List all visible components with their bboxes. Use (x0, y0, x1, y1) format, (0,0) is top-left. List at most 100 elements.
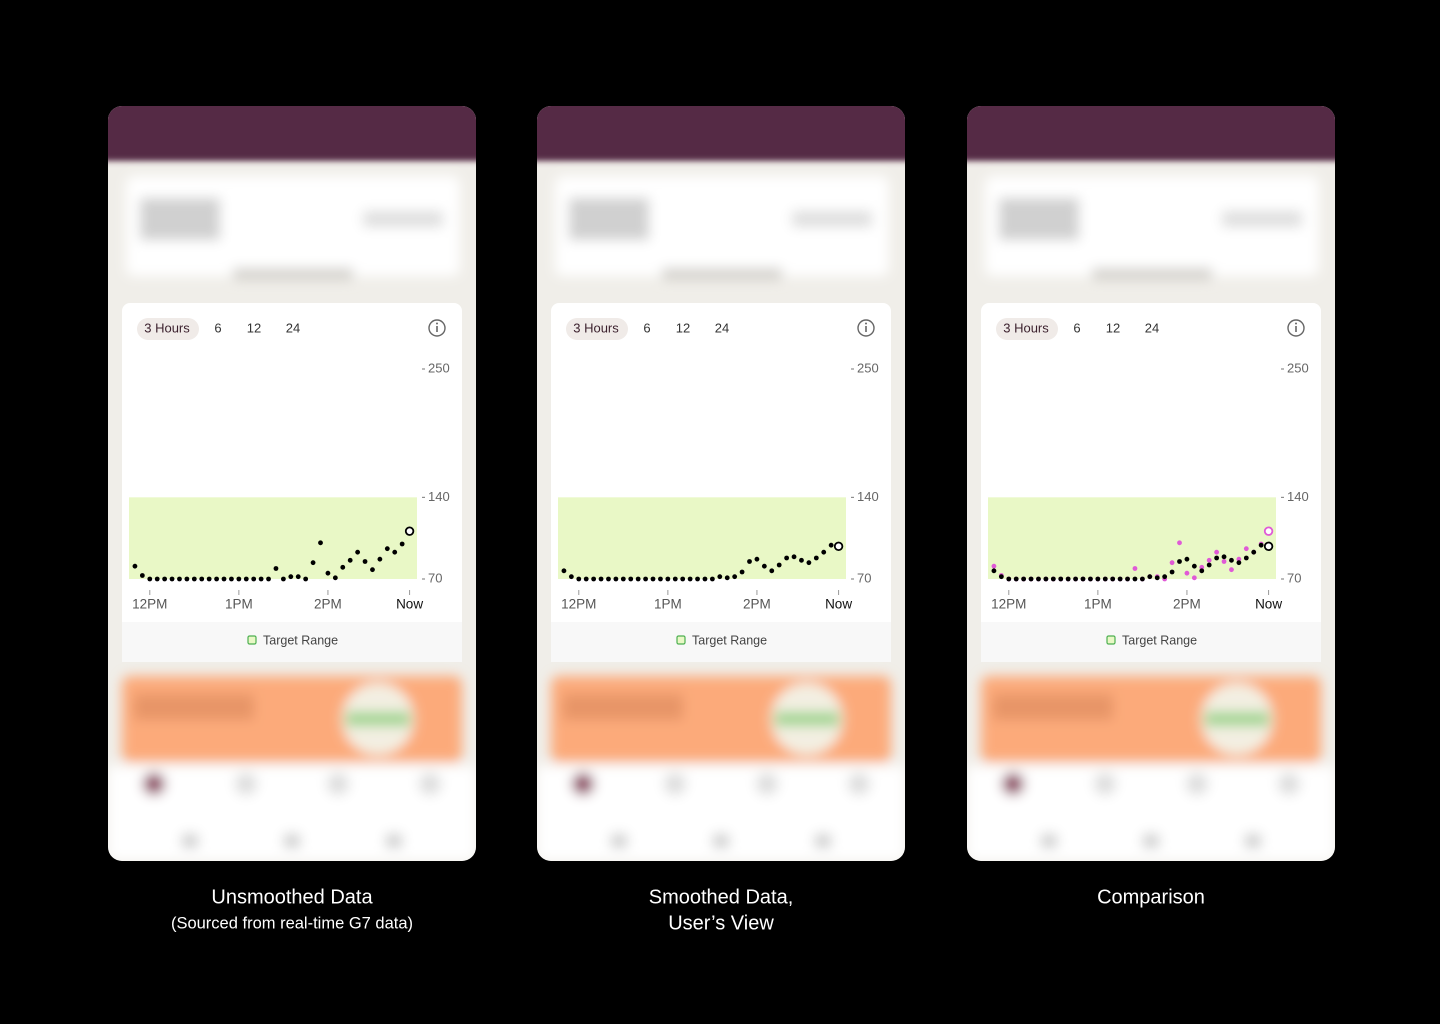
data-point (991, 568, 997, 574)
data-point (147, 576, 153, 582)
data-point (754, 556, 760, 562)
data-point (162, 576, 168, 582)
range-option[interactable]: 24 (1145, 320, 1159, 335)
data-point (1177, 540, 1182, 546)
system-button (284, 834, 300, 848)
phone: 3 Hours 6 12 24 70 140 250 12PM 1PM 2PM Now Target … (108, 106, 476, 932)
nav-icon (664, 773, 686, 795)
y-tick-label: 140 (857, 489, 879, 504)
data-point (1028, 576, 1034, 582)
data-point (1050, 576, 1056, 582)
data-point (325, 570, 331, 576)
range-option[interactable]: 6 (1073, 320, 1080, 335)
data-point (1214, 549, 1220, 555)
x-tick-label: Now (825, 597, 852, 612)
data-point (310, 560, 316, 566)
data-point (214, 576, 219, 582)
x-tick-label: 1PM (654, 597, 682, 612)
x-tick-label: 2PM (314, 597, 342, 612)
reading-value (569, 198, 649, 240)
data-point (139, 573, 145, 578)
data-point (1058, 576, 1064, 582)
range-option[interactable]: 6 (643, 320, 650, 335)
data-point (236, 576, 242, 582)
legend-swatch (247, 635, 257, 645)
range-option[interactable]: 12 (1106, 320, 1120, 335)
data-point (1006, 576, 1012, 582)
data-point (169, 576, 175, 582)
x-tick-label: 12PM (561, 597, 596, 612)
info-icon[interactable] (857, 319, 875, 337)
x-tick-label: 1PM (225, 597, 253, 612)
data-point (1199, 564, 1205, 570)
data-point (1263, 541, 1274, 552)
range-option[interactable]: 24 (715, 320, 729, 335)
data-point (1162, 574, 1168, 580)
reading-value (999, 198, 1079, 240)
data-point (672, 576, 678, 582)
legend-label: Target Range (692, 633, 767, 647)
data-point (591, 576, 597, 582)
nav-icon (572, 773, 594, 795)
legend-swatch (1106, 635, 1116, 645)
data-point (340, 564, 346, 570)
target-range (129, 497, 417, 579)
data-point (1229, 557, 1234, 563)
system-button (611, 834, 627, 848)
nav-icon (327, 773, 349, 795)
data-point (288, 574, 294, 580)
orange-card-text (563, 694, 683, 720)
system-button (1143, 834, 1159, 848)
range-pill-selected[interactable] (137, 318, 199, 340)
data-point (1117, 576, 1123, 582)
data-point (1132, 576, 1138, 582)
data-point (184, 576, 190, 582)
nav-icon (1186, 773, 1208, 795)
blurred-content (537, 176, 905, 861)
data-point (709, 576, 715, 582)
range-option[interactable]: 12 (676, 320, 690, 335)
data-point (620, 576, 626, 582)
data-point (1043, 576, 1049, 582)
range-option[interactable]: 12 (247, 320, 261, 335)
y-tick-label: 250 (857, 360, 879, 375)
range-option[interactable]: 24 (286, 320, 300, 335)
target-range (558, 497, 846, 579)
x-tick-label: 1PM (1084, 597, 1112, 612)
data-point (1013, 576, 1019, 582)
caption: User’s View (668, 912, 774, 934)
data-point (791, 554, 797, 560)
range-option[interactable]: 3 Hours (144, 320, 190, 335)
data-point (1177, 559, 1182, 564)
blurred-content (108, 176, 476, 861)
info-icon[interactable] (1287, 319, 1305, 337)
data-point (1243, 546, 1249, 552)
range-option[interactable]: 3 Hours (1003, 320, 1049, 335)
system-button (386, 834, 402, 848)
data-point (1169, 560, 1175, 566)
x-tick-label: Now (396, 597, 423, 612)
phone: 3 Hours 6 12 24 70 140 250 12PM 1PM 2PM Now Target … (537, 106, 905, 934)
data-point (154, 576, 160, 582)
info-icon[interactable] (428, 319, 446, 337)
data-point (828, 542, 834, 548)
caption: Smoothed Data, (649, 886, 794, 908)
system-button (1041, 834, 1057, 848)
data-point (739, 569, 745, 575)
x-tick-label: 12PM (132, 597, 167, 612)
data-point (747, 559, 752, 564)
range-option[interactable]: 6 (214, 320, 221, 335)
legend-swatch (676, 635, 686, 645)
data-point (561, 568, 567, 574)
range-pill-selected[interactable] (996, 318, 1058, 340)
data-point (576, 576, 582, 582)
data-point (1229, 567, 1234, 573)
data-point (1080, 576, 1086, 582)
data-point (362, 559, 368, 564)
info-icon-dot (436, 322, 438, 325)
reading-trend (1222, 211, 1302, 227)
range-pill-selected[interactable] (566, 318, 628, 340)
nav-icon (1002, 773, 1024, 795)
orange-card-text (134, 694, 254, 720)
range-option[interactable]: 3 Hours (573, 320, 619, 335)
